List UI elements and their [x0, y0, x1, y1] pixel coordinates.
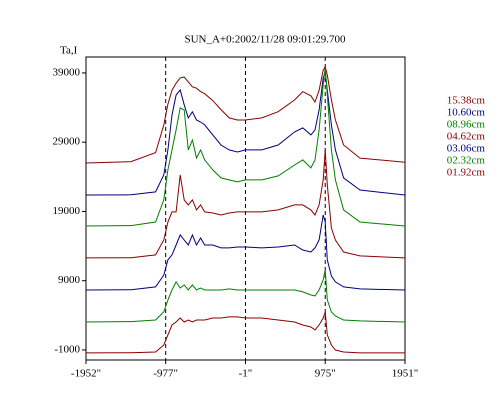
series-line — [85, 269, 406, 323]
legend-label: 01.92cm — [447, 167, 486, 179]
legend-label: 08.96cm — [447, 119, 486, 131]
x-tick-label: -1952" — [71, 368, 101, 380]
x-tick-label: -1" — [239, 368, 253, 380]
series-line — [85, 149, 406, 259]
y-tick-label: 29000 — [53, 136, 81, 148]
y-tick-label: 19000 — [53, 205, 81, 217]
series-line — [85, 214, 406, 291]
y-tick-label: 39000 — [53, 66, 81, 78]
x-tick-label: 1951" — [392, 368, 419, 380]
legend-label: 10.60cm — [447, 107, 486, 119]
series-line — [85, 67, 406, 227]
legend-label: 15.38cm — [447, 95, 486, 107]
y-tick-label: -1000 — [54, 343, 80, 355]
x-tick-label: -977" — [153, 368, 178, 380]
y-axis-label: Ta,I — [60, 45, 78, 57]
series-line — [85, 311, 405, 354]
x-tick-label: 975" — [315, 368, 336, 380]
legend-label: 03.06cm — [447, 143, 486, 155]
legend-label: 04.62cm — [447, 131, 486, 143]
chart-title: SUN_A+0:2002/11/28 09:01:29.700 — [184, 34, 346, 46]
y-tick-label: 9000 — [58, 274, 81, 286]
legend-label: 02.32cm — [447, 155, 486, 167]
series-line — [85, 65, 406, 164]
